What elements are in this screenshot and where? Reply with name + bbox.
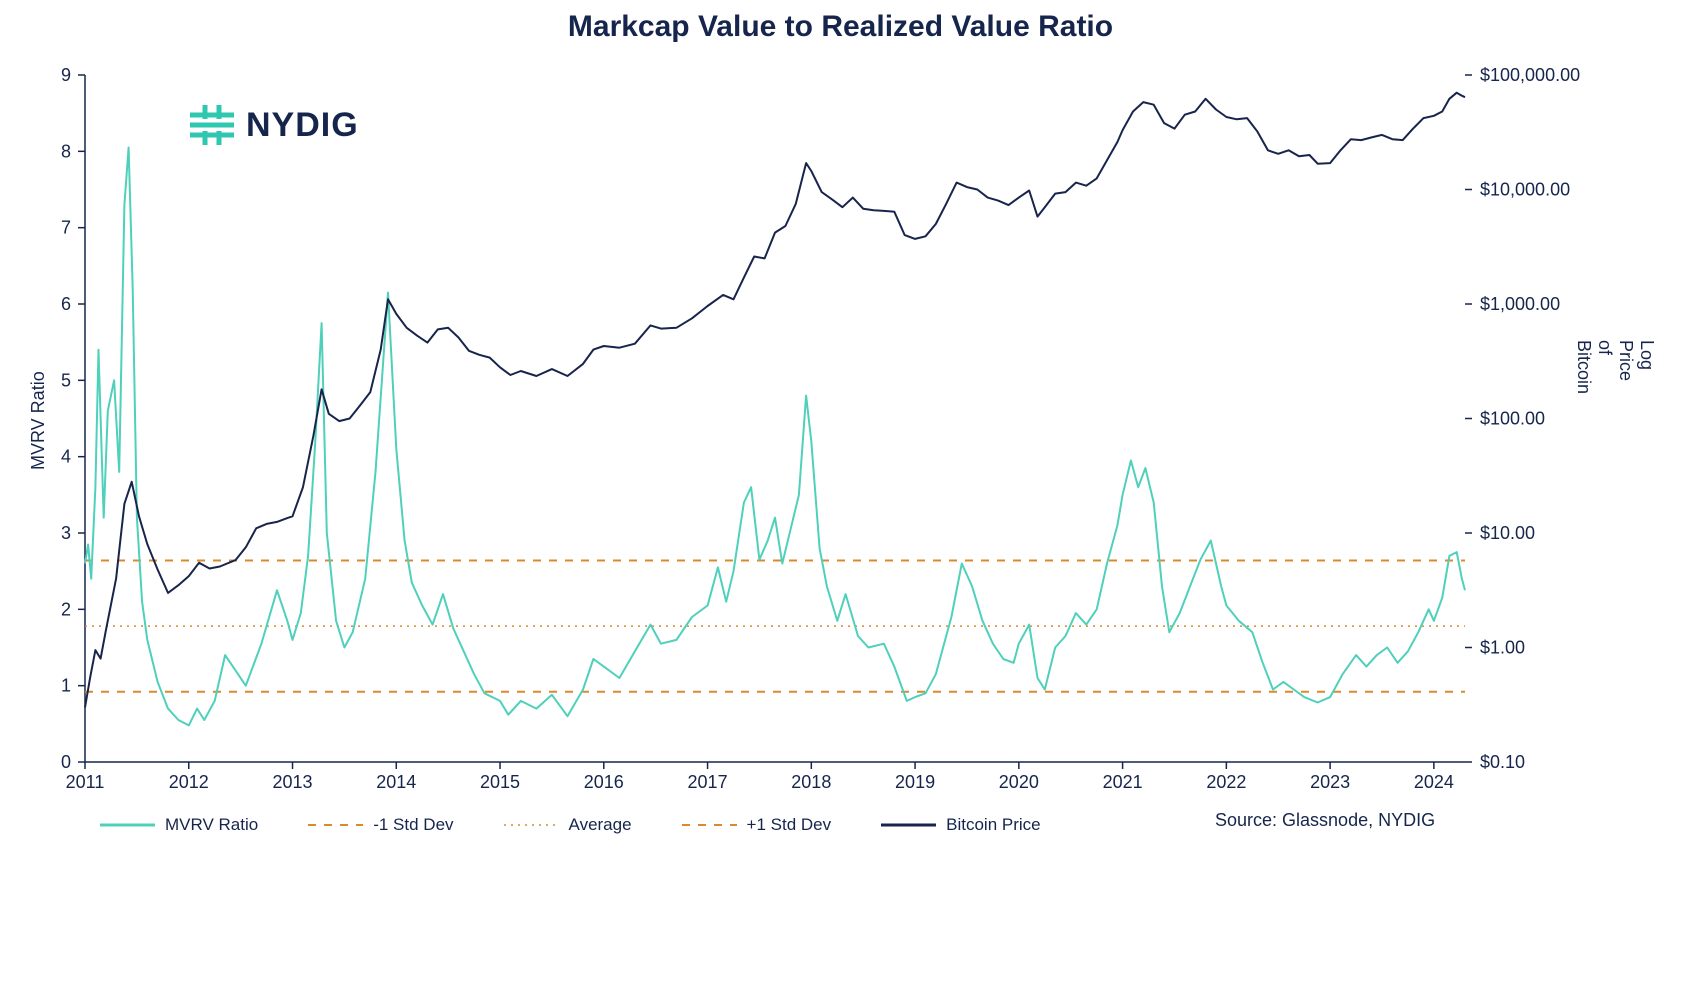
svg-text:2017: 2017 [688, 772, 728, 792]
reference-lines [85, 560, 1465, 691]
legend-swatch [100, 819, 155, 831]
svg-text:2012: 2012 [169, 772, 209, 792]
svg-text:$100,000.00: $100,000.00 [1480, 65, 1580, 85]
legend-swatch [881, 819, 936, 831]
legend-swatch [504, 819, 559, 831]
legend-item: +1 Std Dev [682, 815, 832, 835]
chart-root: Markcap Value to Realized Value Ratio NY… [0, 0, 1681, 985]
svg-text:$1,000.00: $1,000.00 [1480, 294, 1560, 314]
svg-text:2014: 2014 [376, 772, 416, 792]
legend-label: -1 Std Dev [373, 815, 453, 835]
svg-text:$100.00: $100.00 [1480, 409, 1545, 429]
svg-text:3: 3 [61, 523, 71, 543]
svg-text:2021: 2021 [1103, 772, 1143, 792]
svg-text:2016: 2016 [584, 772, 624, 792]
svg-text:$0.10: $0.10 [1480, 752, 1525, 772]
svg-text:7: 7 [61, 218, 71, 238]
svg-text:$10.00: $10.00 [1480, 523, 1535, 543]
svg-text:6: 6 [61, 294, 71, 314]
svg-text:5: 5 [61, 370, 71, 390]
svg-text:4: 4 [61, 447, 71, 467]
source-attribution: Source: Glassnode, NYDIG [1215, 810, 1435, 831]
legend-label: +1 Std Dev [747, 815, 832, 835]
plot-area: 0 1 2 3 4 5 6 7 8 9 2011 2012 2013 2014 2015 2016 2017 20… [0, 0, 1681, 985]
bitcoin-price-series [85, 93, 1465, 708]
legend-item: -1 Std Dev [308, 815, 453, 835]
legend-label: Bitcoin Price [946, 815, 1040, 835]
svg-text:9: 9 [61, 65, 71, 85]
legend-item: MVRV Ratio [100, 815, 258, 835]
svg-text:2: 2 [61, 599, 71, 619]
svg-text:2024: 2024 [1414, 772, 1454, 792]
legend-label: Average [569, 815, 632, 835]
svg-text:2018: 2018 [791, 772, 831, 792]
legend-label: MVRV Ratio [165, 815, 258, 835]
svg-text:2013: 2013 [272, 772, 312, 792]
svg-text:2011: 2011 [66, 772, 105, 792]
y-left-axis-label: MVRV Ratio [28, 371, 49, 470]
chart-legend: MVRV Ratio -1 Std Dev Average +1 Std Dev Bit… [100, 815, 1100, 835]
svg-text:$1.00: $1.00 [1480, 638, 1525, 658]
svg-text:2020: 2020 [999, 772, 1039, 792]
svg-text:2022: 2022 [1206, 772, 1246, 792]
svg-text:$10,000.00: $10,000.00 [1480, 180, 1570, 200]
svg-text:2015: 2015 [480, 772, 520, 792]
chart-series [85, 93, 1465, 726]
legend-item: Bitcoin Price [881, 815, 1040, 835]
legend-swatch [308, 819, 363, 831]
svg-text:2023: 2023 [1310, 772, 1350, 792]
tick-labels: 0 1 2 3 4 5 6 7 8 9 2011 2012 2013 2014 2015 2016 2017 20… [61, 65, 1580, 792]
legend-swatch [682, 819, 737, 831]
legend-item: Average [504, 815, 632, 835]
svg-text:1: 1 [61, 676, 71, 696]
svg-text:2019: 2019 [895, 772, 935, 792]
svg-text:8: 8 [61, 141, 71, 161]
svg-text:0: 0 [61, 752, 71, 772]
y-right-axis-label: Log Price of Bitcoin [1573, 340, 1657, 394]
